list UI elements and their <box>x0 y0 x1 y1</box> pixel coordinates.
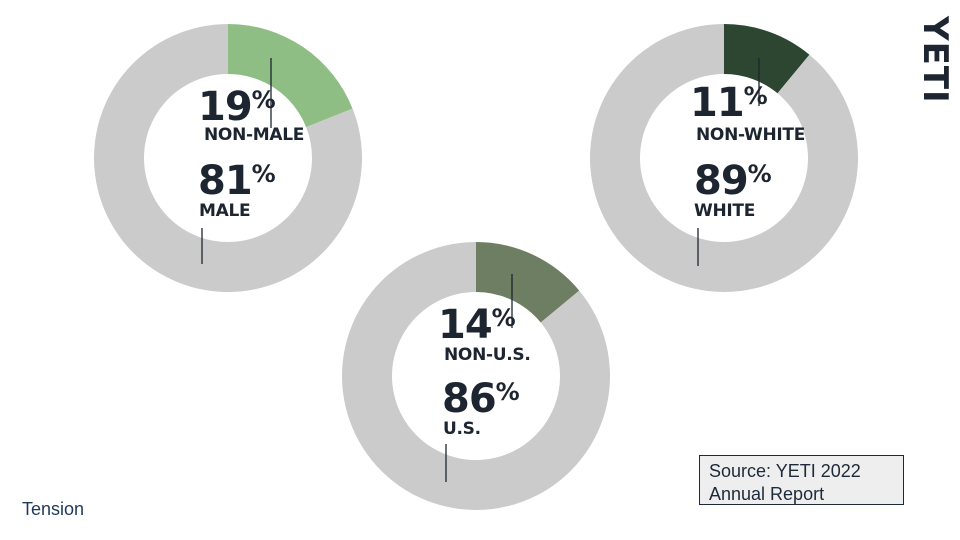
pct-non-white: 11% <box>690 80 768 126</box>
pct-male: 81% <box>198 158 276 204</box>
donut-nationality: 14% NON-U.S. 86% U.S. <box>342 242 610 510</box>
footer-label: Tension <box>22 499 85 519</box>
source-line-2: Annual Report <box>709 484 825 504</box>
label-non-white: NON-WHITE <box>696 125 805 145</box>
label-us: U.S. <box>443 419 481 439</box>
yeti-logo: YETI <box>910 14 960 104</box>
donut-gender: 19% NON-MALE 81% MALE <box>94 24 363 292</box>
pct-us: 86% <box>442 376 520 422</box>
pct-white: 89% <box>694 158 772 204</box>
yeti-logo-text: YETI <box>915 15 955 104</box>
slice-non-u-s <box>476 242 580 323</box>
donut-ethnicity: 11% NON-WHITE 89% WHITE <box>590 24 858 292</box>
label-white: WHITE <box>694 201 755 221</box>
slice-u-s <box>342 242 610 510</box>
label-non-male: NON-MALE <box>204 125 304 145</box>
yeti-logo-svg: YETI <box>915 15 955 104</box>
source-line-1: Source: YETI 2022 <box>709 461 861 481</box>
donut-nationality-svg: 14% NON-U.S. 86% U.S. <box>342 242 610 510</box>
source-note: Source: YETI 2022 Annual Report <box>699 455 904 505</box>
slice-non-male <box>228 24 353 128</box>
pct-non-us: 14% <box>438 302 516 348</box>
label-non-us: NON-U.S. <box>444 345 531 365</box>
donut-ethnicity-svg: 11% NON-WHITE 89% WHITE <box>590 24 858 292</box>
slice-non-white <box>724 24 810 94</box>
label-male: MALE <box>199 201 250 221</box>
slice-white <box>590 24 858 292</box>
pct-non-male: 19% <box>198 84 276 130</box>
slice-male <box>94 24 363 292</box>
donut-gender-svg: 19% NON-MALE 81% MALE <box>94 24 363 292</box>
